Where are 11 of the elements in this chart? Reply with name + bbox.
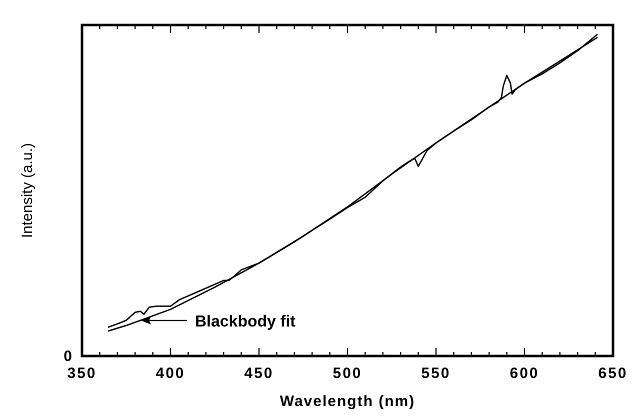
x-tick-label: 400 xyxy=(156,365,186,382)
x-axis-title: Wavelength (nm) xyxy=(280,393,416,410)
x-tick-label: 350 xyxy=(67,365,97,382)
x-tick-label: 550 xyxy=(421,365,451,382)
x-tick-label: 650 xyxy=(598,365,628,382)
annotation: Blackbody fit xyxy=(195,313,296,330)
text: 0 xyxy=(64,348,72,365)
x-tick-label: 500 xyxy=(332,365,362,382)
x-tick-label: 600 xyxy=(510,365,540,382)
x-tick-label: 450 xyxy=(244,365,274,382)
y-axis-title: Intensity (a.u.) xyxy=(19,142,36,238)
